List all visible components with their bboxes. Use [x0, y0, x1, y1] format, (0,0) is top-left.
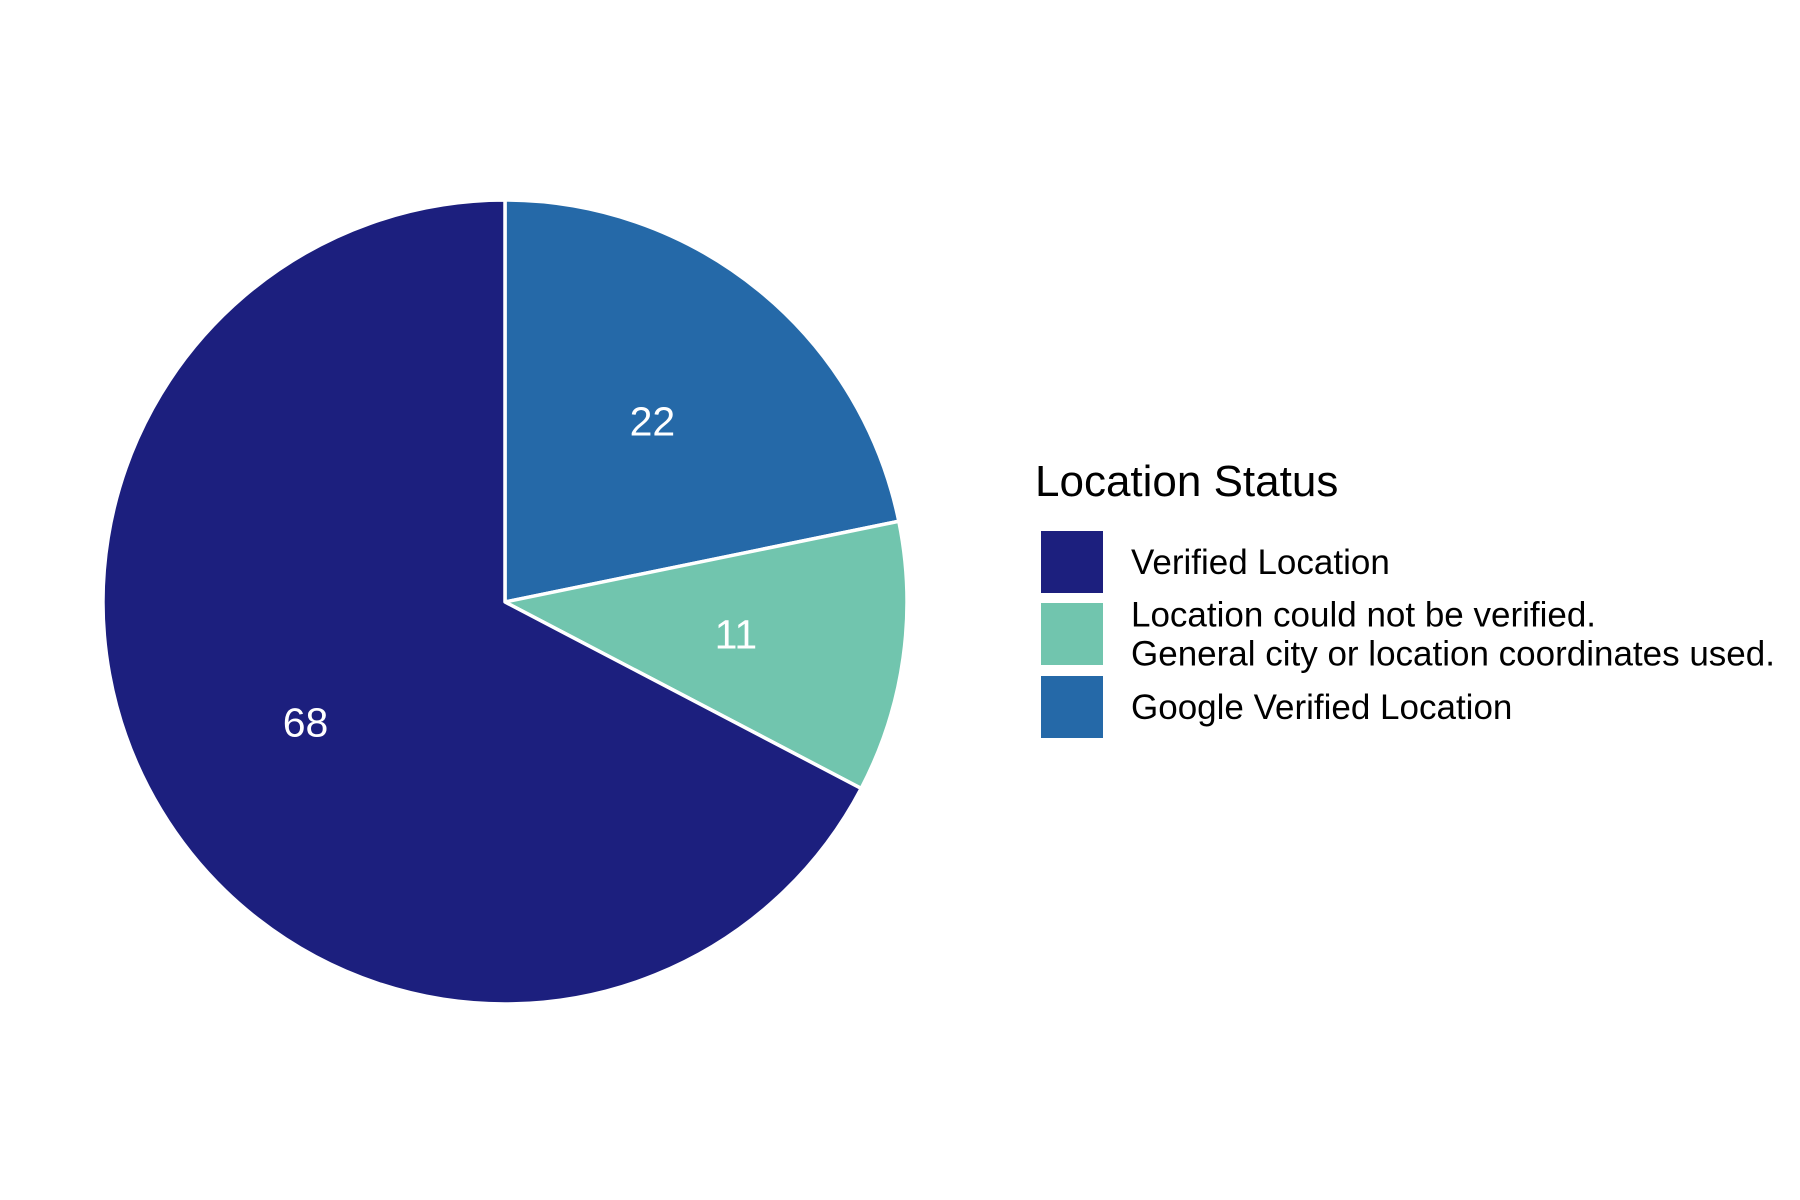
slice-label-2: 68: [283, 700, 329, 746]
pie-slice-0: [503, 198, 901, 604]
pie-slice-1: [503, 519, 909, 791]
legend: Location Status Verified Location Locatio…: [1035, 457, 1775, 738]
pie-slice-labels: 22 11 68: [283, 398, 757, 745]
slice-label-0: 22: [630, 398, 676, 444]
legend-key-2: [1041, 676, 1103, 738]
legend-label-0: Verified Location: [1131, 543, 1390, 582]
pie-slice-2: [101, 198, 863, 1006]
pie-slices: [101, 198, 909, 1006]
slice-label-1: 11: [715, 612, 758, 658]
legend-key-1: [1041, 603, 1103, 665]
legend-label-1: Location could not be verified. General c…: [1131, 596, 1775, 674]
legend-label-2: Google Verified Location: [1131, 688, 1512, 727]
legend-items: Verified Location Location could not be v…: [1041, 531, 1775, 738]
legend-key-0: [1041, 531, 1103, 593]
legend-title: Location Status: [1035, 457, 1338, 506]
